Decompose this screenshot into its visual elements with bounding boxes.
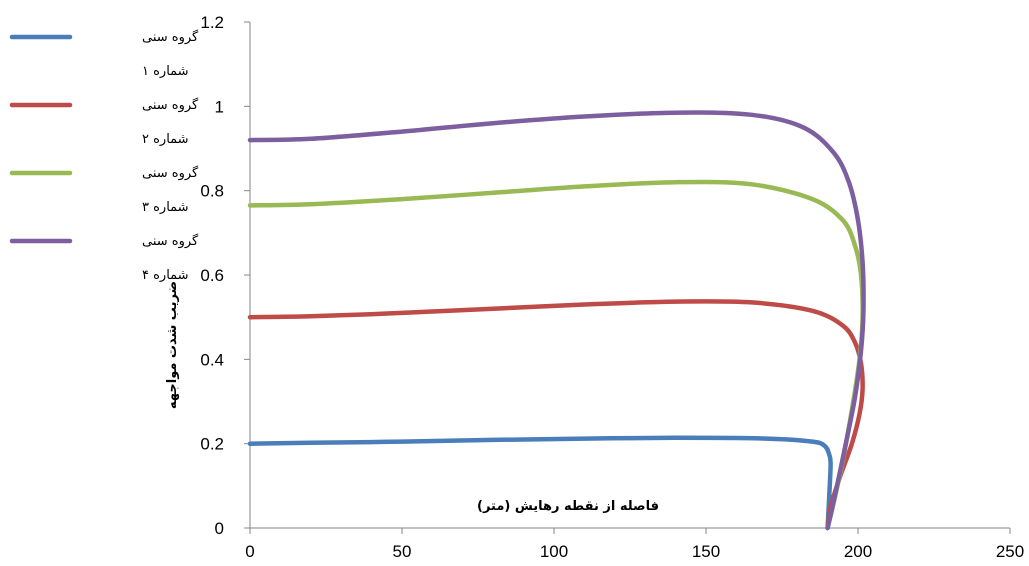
legend-label-1: گروه سنی — [142, 29, 199, 45]
series-layer — [247, 110, 866, 531]
legend-label-3-line2: شماره ۳ — [142, 200, 189, 215]
ticks: 0 0.2 0.4 0.6 0.8 1 1.2 0 50 100 150 200 250 — [200, 13, 1024, 561]
x-tick-label: 50 — [393, 542, 412, 561]
x-tick-label: 0 — [245, 542, 254, 561]
x-tick-label: 100 — [540, 542, 568, 561]
y-tick-label: 0.8 — [200, 182, 224, 201]
y-tick-label: 0.2 — [200, 435, 224, 454]
x-tick-label: 250 — [996, 542, 1024, 561]
legend: گروه سنی شماره ۱ گروه سنی شماره ۲ گروه سنی شم… — [9, 29, 199, 283]
axes — [249, 22, 1010, 529]
legend-label-4-line2: شماره ۴ — [142, 268, 189, 283]
x-axis-title: فاصله از نقطه رهایش (متر) — [477, 499, 659, 514]
series-line-1 — [247, 435, 833, 531]
legend-label-2: گروه سنی — [142, 97, 199, 113]
y-tick-label: 0.6 — [200, 266, 224, 285]
y-axis-title: ضریب شدت مواجهه — [165, 281, 180, 409]
x-tick-label: 150 — [692, 542, 720, 561]
series-line-3 — [247, 179, 865, 531]
x-tick-label: 200 — [844, 542, 872, 561]
legend-label-1-line2: شماره ۱ — [142, 64, 189, 79]
series-line-4 — [247, 110, 866, 531]
y-tick-label: 1.2 — [200, 13, 224, 32]
legend-label-4: گروه سنی — [142, 233, 199, 249]
y-tick-label: 1 — [215, 97, 224, 116]
legend-label-2-line2: شماره ۲ — [142, 132, 189, 147]
series-line-2 — [247, 299, 865, 531]
y-tick-label: 0.4 — [200, 350, 224, 369]
y-tick-label: 0 — [215, 519, 224, 538]
legend-label-3: گروه سنی — [142, 165, 199, 181]
